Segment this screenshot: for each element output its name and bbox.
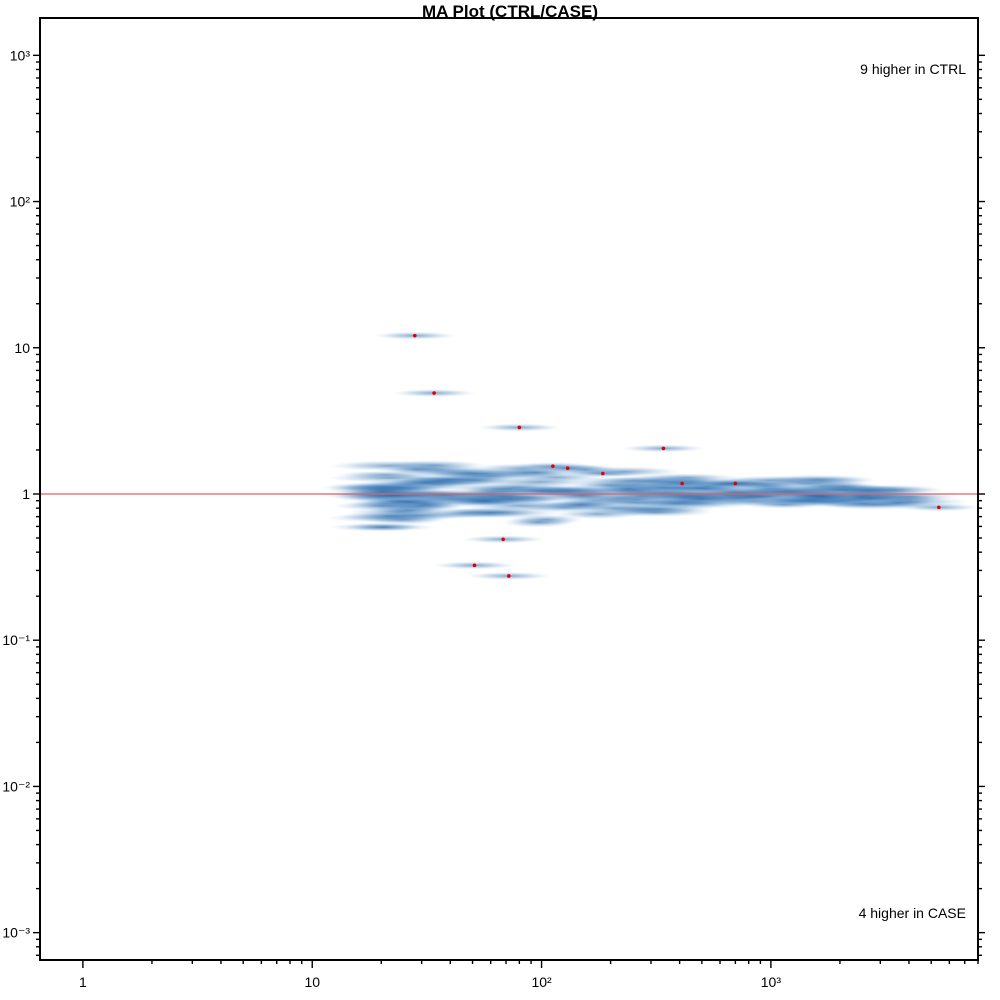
density-layer: [319, 331, 978, 580]
data-point: [507, 574, 511, 578]
ticks-layer: 1 10 10² 10³ 10⁻³ 10⁻² 10⁻¹ 1 10 10² 10³: [2, 47, 985, 990]
points-layer: [412, 333, 941, 578]
data-point: [733, 481, 738, 486]
chart-title: MA Plot (CTRL/CASE): [422, 2, 598, 21]
y-tick-label: 10²: [10, 194, 31, 210]
x-tick-label: 10: [304, 974, 320, 990]
density-blob: [786, 491, 860, 502]
y-tick-label: 1: [22, 486, 30, 502]
density-blob: [410, 467, 526, 479]
y-tick-label: 10⁻²: [2, 778, 30, 794]
data-point: [432, 391, 436, 395]
data-point: [565, 466, 570, 471]
density-blob: [345, 487, 422, 496]
data-point: [601, 471, 605, 476]
density-blob: [335, 511, 447, 521]
density-blob: [346, 523, 422, 532]
x-tick-label: 10²: [531, 974, 552, 990]
density-blob: [595, 507, 716, 517]
density-blob: [418, 494, 546, 507]
data-point: [472, 563, 477, 568]
y-tick-label: 10⁻³: [2, 925, 30, 941]
density-blob: [532, 500, 627, 511]
data-point: [661, 446, 666, 451]
y-tick-label: 10: [14, 340, 30, 356]
y-tick-label: 10³: [10, 47, 31, 63]
x-tick-label: 10³: [761, 974, 782, 990]
annotation-higher-ctrl: 9 higher in CTRL: [860, 61, 966, 77]
density-blob: [501, 517, 575, 528]
y-tick-label: 10⁻¹: [2, 632, 30, 648]
data-point: [517, 425, 522, 430]
annotation-higher-case: 4 higher in CASE: [859, 905, 966, 921]
x-tick-label: 1: [79, 974, 87, 990]
plot-frame: [39, 17, 979, 961]
data-point: [412, 333, 417, 338]
data-point: [937, 505, 941, 510]
data-point: [501, 537, 505, 542]
data-point: [680, 481, 684, 486]
data-point: [551, 464, 555, 468]
